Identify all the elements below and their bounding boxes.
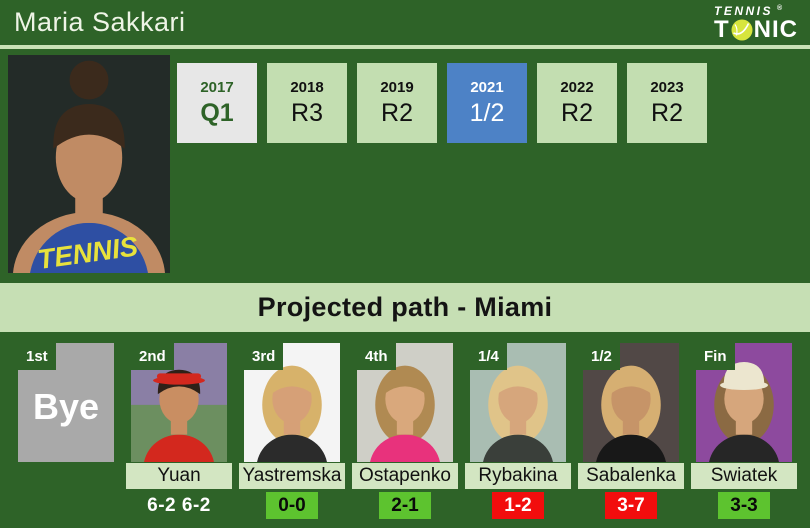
year-result-box: 2021 1/2	[447, 63, 527, 143]
round-result: R2	[381, 98, 413, 127]
score-row: 0-0	[266, 492, 318, 519]
round-label: 1st	[18, 343, 56, 370]
bye-box: 1st Bye	[18, 343, 114, 462]
logo-word-tonic: T NIC	[714, 18, 798, 42]
h2h-record: 3-3	[718, 492, 770, 519]
round-label: 3rd	[244, 343, 284, 370]
opponent-name[interactable]: Sabalenka	[578, 463, 684, 489]
h2h-record: 1-2	[492, 492, 544, 519]
year-label: 2021	[470, 78, 504, 96]
round-label: 1/2	[583, 343, 620, 370]
round-result: R2	[561, 98, 593, 127]
round-label: 4th	[357, 343, 396, 370]
registered-mark: ®	[777, 5, 783, 12]
tennis-ball-icon	[731, 19, 753, 41]
year-label: 2022	[560, 78, 594, 96]
projected-path-banner: Projected path - Miami	[0, 283, 810, 332]
year-results-row: 2017 Q1 2018 R3 2019 R2 2021 1/2 2022 R2…	[177, 63, 707, 143]
tennis-tonic-logo[interactable]: TENNIS ® T NIC	[714, 3, 798, 42]
player-photo-hero: TENNIS	[8, 55, 170, 273]
projected-round-card[interactable]: 1/2 Sabalenka 3-7	[578, 343, 684, 528]
h2h-record: 0-0	[266, 492, 318, 519]
score-row: 2-1	[379, 492, 431, 519]
projected-path-section: 1st Bye 2nd Yuan 6-2 6-2 3rd Yastremska …	[0, 332, 810, 528]
h2h-record: 3-7	[605, 492, 657, 519]
year-result-box: 2023 R2	[627, 63, 707, 143]
year-result-box: 2019 R2	[357, 63, 437, 143]
banner-title: Projected path - Miami	[257, 292, 553, 322]
opponent-name[interactable]: Yastremska	[239, 463, 345, 489]
opponent-photo: Fin	[696, 343, 792, 462]
opponent-name[interactable]: Yuan	[126, 463, 232, 489]
logo-nic-text: NIC	[753, 16, 798, 43]
opponent-photo: 1/2	[583, 343, 679, 462]
projected-round-card[interactable]: 2nd Yuan 6-2 6-2	[126, 343, 232, 528]
year-result-box: 2018 R3	[267, 63, 347, 143]
bye-label: Bye	[32, 385, 100, 427]
header: Maria Sakkari TENNIS ® T NIC	[0, 0, 810, 45]
opponent-name[interactable]: Rybakina	[465, 463, 571, 489]
round-label: Fin	[696, 343, 735, 370]
opponent-photo: 3rd	[244, 343, 340, 462]
logo-word-tennis: TENNIS ®	[714, 5, 782, 17]
round-result: Q1	[200, 98, 234, 127]
projected-round-card[interactable]: 1/4 Rybakina 1-2	[465, 343, 571, 528]
projected-round-card[interactable]: 3rd Yastremska 0-0	[239, 343, 345, 528]
score-row: 3-7	[605, 492, 657, 519]
logo-t-text: T	[713, 16, 730, 43]
logo-tennis-text: TENNIS	[713, 4, 773, 18]
opponent-name[interactable]: Swiatek	[691, 463, 797, 489]
round-result: R2	[651, 98, 683, 127]
h2h-record: 2-1	[379, 492, 431, 519]
opponent-photo: 1/4	[470, 343, 566, 462]
year-label: 2017	[200, 78, 234, 96]
round-result: R3	[291, 98, 323, 127]
score-row: 1-2	[492, 492, 544, 519]
opponent-photo: 2nd	[131, 343, 227, 462]
match-score: 6-2 6-2	[147, 495, 211, 516]
year-label: 2019	[380, 78, 414, 96]
projected-round-card[interactable]: Fin Swiatek 3-3	[691, 343, 797, 528]
score-row: 6-2 6-2	[147, 492, 211, 519]
year-label: 2023	[650, 78, 684, 96]
page-title: Maria Sakkari	[14, 7, 186, 37]
opponent-name[interactable]: Ostapenko	[352, 463, 458, 489]
projected-round-card[interactable]: 4th Ostapenko 2-1	[352, 343, 458, 528]
projected-round-card-bye: 1st Bye	[13, 343, 119, 528]
player-hero-section: TENNIS 2017 Q1 2018 R3 2019 R2 2021 1/2 …	[0, 49, 810, 283]
year-label: 2018	[290, 78, 324, 96]
year-result-box: 2022 R2	[537, 63, 617, 143]
year-result-box: 2017 Q1	[177, 63, 257, 143]
score-row: 3-3	[718, 492, 770, 519]
round-result: 1/2	[469, 98, 505, 127]
round-label: 2nd	[131, 343, 174, 370]
header-divider	[0, 45, 810, 49]
round-label: 1/4	[470, 343, 507, 370]
opponent-photo: 4th	[357, 343, 453, 462]
